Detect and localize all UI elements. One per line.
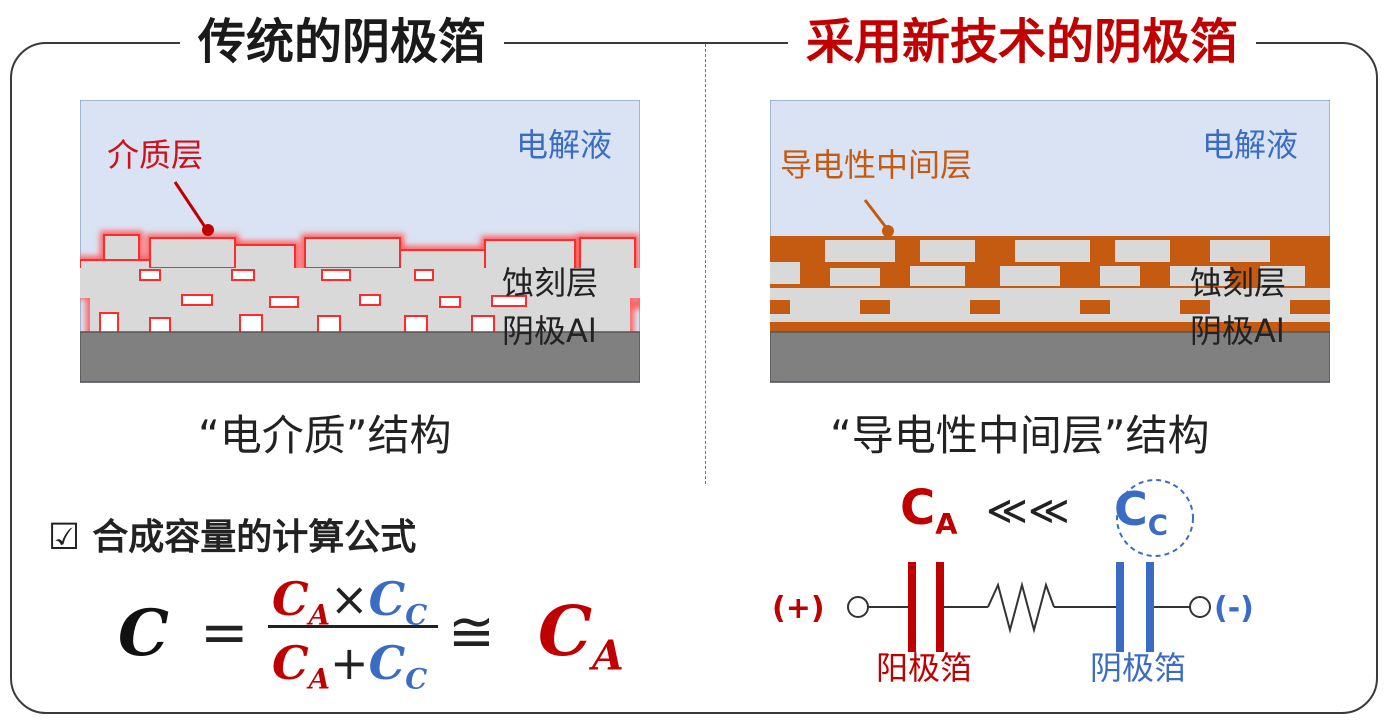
cathode-label-left: 阴极Al: [502, 312, 597, 350]
formula-numerator: CA×CC: [272, 572, 428, 632]
etched-label-right: 蚀刻层: [1190, 264, 1287, 302]
terminal-positive: [847, 596, 869, 618]
cc-highlight-circle: [1116, 479, 1194, 557]
interlayer-label: 导电性中间层: [780, 146, 973, 184]
cathode-label-right: 阴极Al: [1190, 312, 1285, 350]
title-traditional-foil: 传统的阴极箔: [180, 2, 505, 82]
much-less-than-symbol: ≪≪: [986, 488, 1070, 534]
center-divider: [705, 44, 706, 484]
cathode-foil-label: 阴极箔: [1090, 649, 1187, 687]
terminal-negative: [1189, 596, 1211, 618]
etched-layer: [80, 234, 640, 333]
interlayer-pointer-dot: [882, 225, 894, 237]
etched-layer-right: [770, 240, 1330, 322]
caption-dielectric-structure: “电介质”结构: [198, 411, 452, 460]
dielectric-pointer-dot: [202, 224, 214, 236]
dielectric-pointer: [173, 181, 209, 231]
title-new-tech-foil: 采用新技术的阴极箔: [788, 2, 1257, 82]
circuit-ca-label: CA: [900, 480, 958, 542]
electrolyte-label-left: 电解液: [516, 126, 613, 164]
interlayer-structure-diagram: [770, 100, 1330, 383]
circuit-cc-label: CC: [1114, 482, 1169, 542]
dielectric-structure-diagram: [80, 100, 640, 383]
outer-frame: [10, 42, 1378, 714]
electrolyte-label-right: 电解液: [1202, 126, 1299, 164]
equivalent-circuit: [847, 479, 1211, 652]
anode-foil-label: 阳极箔: [876, 649, 973, 687]
caption-interlayer-structure: “导电性中间层”结构: [830, 411, 1210, 460]
etched-pores: [99, 269, 527, 334]
formula-denominator: CA+CC: [272, 636, 428, 696]
formula-title-text: 合成容量的计算公式: [92, 517, 417, 558]
negative-terminal-label: (-): [1214, 591, 1254, 626]
cathode-aluminum-right: [770, 331, 1330, 383]
formula-lhs: C: [118, 596, 169, 671]
cathode-aluminum: [80, 331, 640, 383]
etched-label-left: 蚀刻层: [502, 264, 599, 302]
formula-fraction-bar: [268, 625, 438, 628]
formula-approx: ≅: [448, 600, 495, 665]
resistor-zigzag: [987, 581, 1055, 634]
interlayer-pointer: [863, 199, 890, 231]
checkbox-icon: ☑: [48, 517, 81, 558]
formula-equals: =: [200, 598, 249, 666]
formula-rhs: CA: [538, 592, 624, 680]
positive-terminal-label: (+): [772, 591, 825, 626]
dielectric-label: 介质层: [107, 136, 204, 174]
formula-title: ☑ 合成容量的计算公式: [48, 508, 416, 560]
